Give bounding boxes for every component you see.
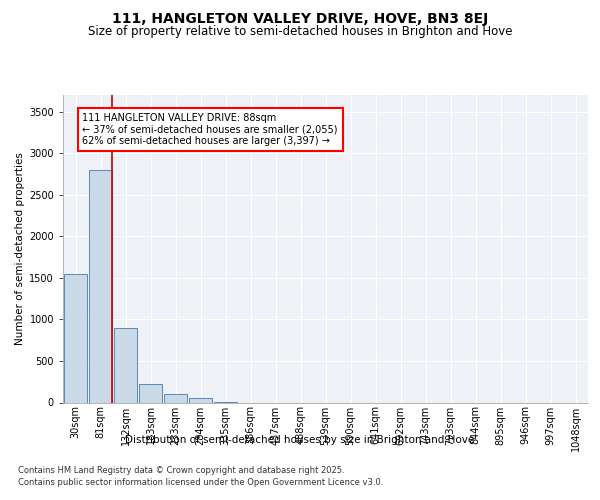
- Text: Size of property relative to semi-detached houses in Brighton and Hove: Size of property relative to semi-detach…: [88, 25, 512, 38]
- Bar: [189, 398, 212, 402]
- Text: 111 HANGLETON VALLEY DRIVE: 88sqm
← 37% of semi-detached houses are smaller (2,0: 111 HANGLETON VALLEY DRIVE: 88sqm ← 37% …: [83, 114, 338, 146]
- Text: 111, HANGLETON VALLEY DRIVE, HOVE, BN3 8EJ: 111, HANGLETON VALLEY DRIVE, HOVE, BN3 8…: [112, 12, 488, 26]
- Bar: [89, 170, 112, 402]
- Text: Contains public sector information licensed under the Open Government Licence v3: Contains public sector information licen…: [18, 478, 383, 487]
- Bar: [64, 274, 87, 402]
- Text: Contains HM Land Registry data © Crown copyright and database right 2025.: Contains HM Land Registry data © Crown c…: [18, 466, 344, 475]
- Bar: [139, 384, 162, 402]
- Y-axis label: Number of semi-detached properties: Number of semi-detached properties: [15, 152, 25, 345]
- Bar: [164, 394, 187, 402]
- Text: Distribution of semi-detached houses by size in Brighton and Hove: Distribution of semi-detached houses by …: [125, 435, 475, 445]
- Bar: [114, 328, 137, 402]
